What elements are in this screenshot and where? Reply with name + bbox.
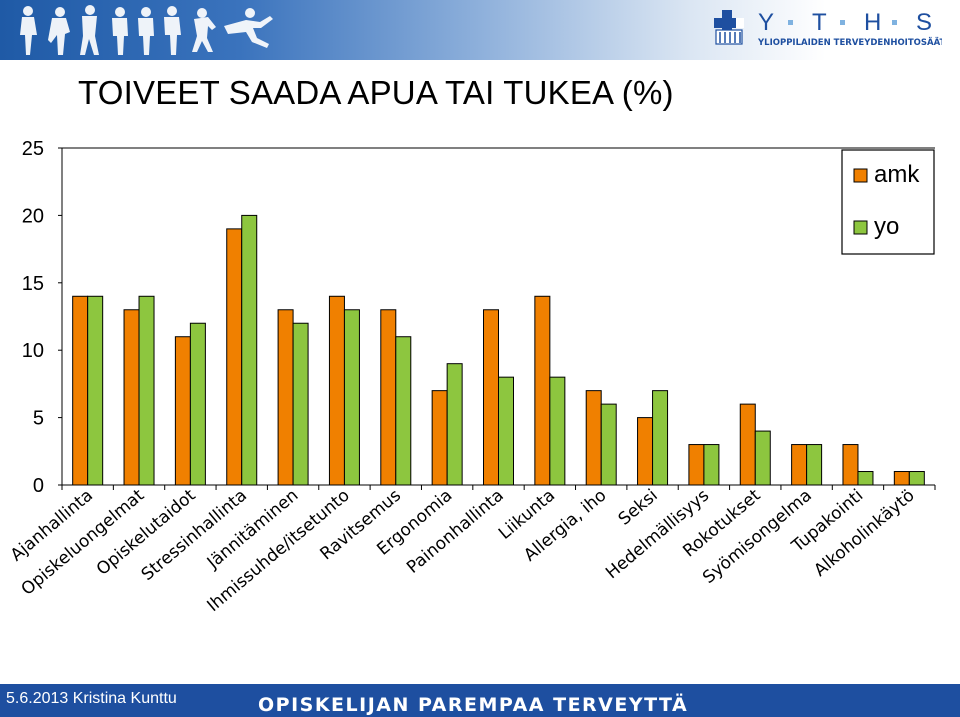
bar-amk	[637, 417, 654, 486]
bar-amk	[380, 309, 397, 486]
logo-subtitle: YLIOPPILAIDEN TERVEYDENHOITOSÄÄTIÖ	[757, 37, 942, 48]
footer-date-author: 5.6.2013 Kristina Kunttu	[6, 690, 177, 707]
footer-bar	[0, 684, 960, 717]
bar-yo	[189, 322, 206, 486]
bar-yo	[87, 295, 104, 486]
bar-amk	[842, 444, 859, 486]
bar-amk	[174, 336, 191, 486]
bar-amk	[123, 309, 140, 486]
y-tick-label: 25	[22, 138, 44, 160]
bar-amk	[226, 228, 243, 486]
bar-yo	[857, 471, 874, 486]
bar-yo	[446, 363, 463, 486]
bar-yo	[908, 471, 925, 486]
y-tick-label: 10	[22, 340, 44, 362]
logo-letter-h: H	[864, 9, 881, 36]
bar-yo	[343, 309, 360, 486]
logo-letter-s: S	[916, 9, 932, 36]
bar-yo	[754, 430, 771, 486]
bar-amk	[431, 390, 448, 486]
y-tick-label: 20	[22, 205, 44, 227]
bar-amk	[739, 403, 756, 486]
bar-yo	[498, 376, 514, 486]
bar-amk	[72, 295, 89, 486]
legend-label-amk: amk	[874, 161, 920, 188]
bar-yo	[703, 444, 720, 486]
bar-amk	[534, 295, 551, 486]
bar-yo	[600, 403, 617, 486]
bar-yo	[806, 444, 823, 486]
footer-slogan: OPISKELIJAN PAREMPAA TERVEYTTÄ	[258, 694, 689, 716]
slide-title: TOIVEET SAADA APUA TAI TUKEA (%)	[78, 74, 674, 111]
y-tick-label: 5	[33, 408, 44, 430]
bar-amk	[277, 309, 294, 486]
bar-amk	[688, 444, 705, 486]
bar-yo	[292, 322, 309, 486]
bar-amk	[328, 295, 345, 486]
header-banner	[0, 0, 960, 60]
yths-cross-logo-icon: Y T H S YLIOPPILAIDEN TERVEYDENHOITOSÄÄT…	[714, 9, 942, 48]
logo-letter-y: Y	[758, 9, 774, 36]
bar-yo	[241, 214, 258, 486]
legend-swatch-yo	[853, 220, 868, 235]
bar-amk	[585, 390, 602, 486]
bar-amk	[893, 471, 910, 486]
bar-yo	[549, 376, 566, 486]
bar-yo	[652, 390, 669, 486]
legend-swatch-amk	[853, 168, 868, 183]
legend-box	[841, 149, 935, 255]
logo-letter-t: T	[812, 9, 827, 36]
bar-amk	[483, 309, 499, 486]
people-figures-icon	[20, 5, 273, 55]
bar-amk	[791, 444, 808, 486]
legend-label-yo: yo	[874, 213, 899, 240]
y-tick-label: 15	[22, 273, 44, 295]
bar-yo	[138, 295, 155, 486]
y-tick-label: 0	[33, 475, 44, 497]
bar-yo	[395, 336, 412, 486]
